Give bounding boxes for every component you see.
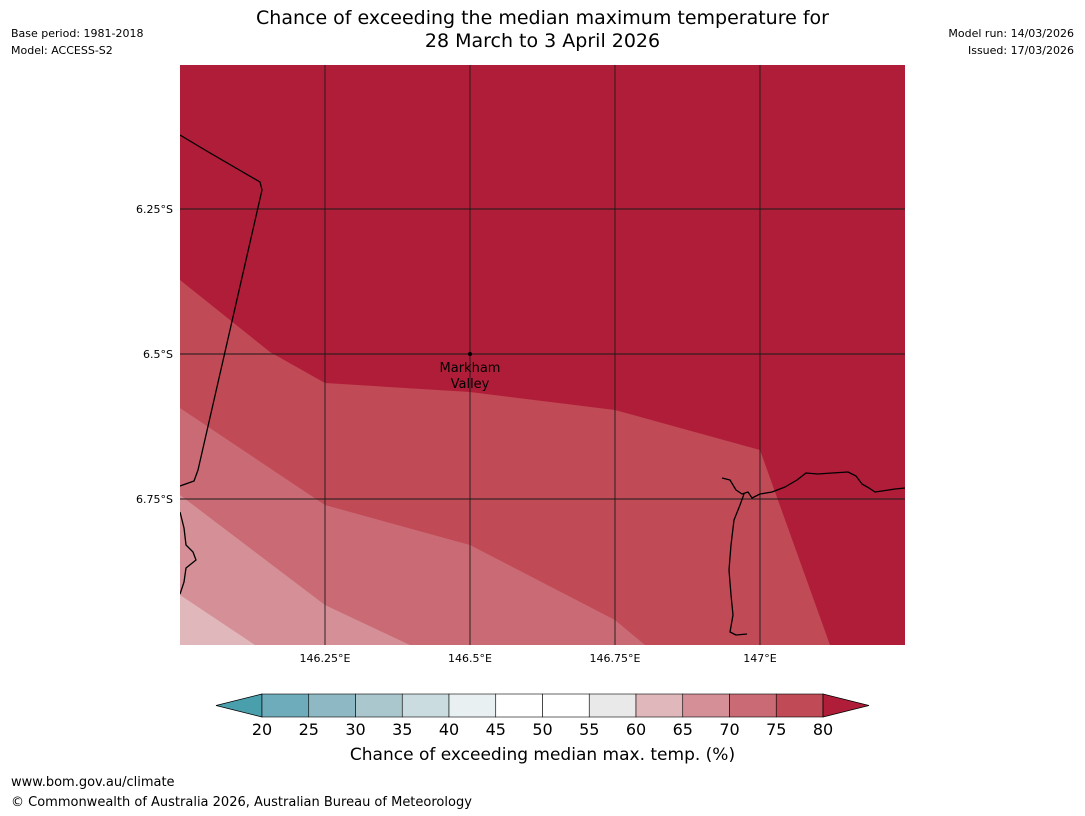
colorbar-tick-label: 40 [438, 720, 460, 739]
colorbar-tick-label: 20 [251, 720, 273, 739]
colorbar-segment [729, 693, 777, 718]
colorbar-segment [542, 693, 590, 718]
lon-label: 146.25°E [300, 652, 351, 665]
colorbar-tick-label: 80 [812, 720, 834, 739]
colorbar-segment [775, 693, 824, 718]
footer-copyright: © Commonwealth of Australia 2026, Austra… [11, 795, 472, 810]
graticule [180, 65, 905, 645]
title-line-2: 28 March to 3 April 2026 [424, 30, 661, 52]
lon-label: 146.5°E [448, 652, 492, 665]
colorbar-tick-label: 60 [625, 720, 647, 739]
model-name: Model: ACCESS-S2 [11, 44, 113, 57]
lat-label: 6.5°S [143, 348, 173, 361]
lon-label: 147°E [743, 652, 776, 665]
river-line [728, 493, 748, 636]
colorbar-tick-label: 45 [485, 720, 506, 739]
colorbar-tick-label: 30 [345, 720, 366, 739]
place-name-line-1: Markham [440, 361, 501, 376]
colorbar-tick-label: 35 [392, 720, 413, 739]
coastline-west [180, 511, 197, 595]
map-title: Chance of exceeding the median maximum t… [0, 7, 1085, 53]
meta-left: Base period: 1981-2018 Model: ACCESS-S2 [11, 25, 143, 59]
place-markham-valley: Markham Valley [440, 352, 501, 392]
colorbar-tick-label: 55 [579, 720, 600, 739]
meta-right: Model run: 14/03/2026 Issued: 17/03/2026 [948, 25, 1074, 59]
lon-axis-labels: 146.25°E 146.5°E 146.75°E 147°E [300, 652, 777, 665]
base-period: Base period: 1981-2018 [11, 27, 144, 40]
coastline-east [721, 471, 905, 499]
place-name-line-2: Valley [451, 377, 490, 392]
colorbar-tick-label: 70 [719, 720, 740, 739]
colorbar-segment [355, 693, 403, 718]
issued-date: Issued: 17/03/2026 [967, 44, 1074, 57]
map-area: Markham Valley [180, 65, 905, 645]
colorbar-segment [495, 693, 543, 718]
colorbar-segment [261, 693, 310, 718]
colorbar-tick-label: 75 [766, 720, 787, 739]
lat-label: 6.25°S [136, 203, 173, 216]
boundary-line [180, 134, 263, 487]
colorbar-segment [635, 693, 684, 718]
colorbar-segment [588, 693, 637, 718]
place-marker [468, 352, 472, 356]
coastlines [180, 134, 905, 636]
colorbar-segment [308, 693, 356, 718]
zone-80-plus [180, 65, 905, 645]
lat-axis-labels: 6.25°S 6.5°S 6.75°S [136, 203, 173, 506]
footer-url: www.bom.gov.au/climate [11, 775, 175, 790]
colorbar-extend-low [215, 693, 263, 718]
colorbar-segment [448, 693, 497, 718]
colorbar-segment [401, 693, 450, 718]
colorbar-segment [682, 693, 730, 718]
model-run: Model run: 14/03/2026 [948, 27, 1074, 40]
colorbar-extend-high [822, 693, 870, 718]
lat-label: 6.75°S [136, 493, 173, 506]
colorbar-tick-label: 25 [298, 720, 319, 739]
colorbar [215, 693, 870, 718]
colorbar-tick-label: 50 [532, 720, 553, 739]
colorbar-tick-label: 65 [672, 720, 693, 739]
title-line-1: Chance of exceeding the median maximum t… [256, 7, 829, 29]
colorbar-title: Chance of exceeding median max. temp. (%… [349, 745, 736, 765]
lon-label: 146.75°E [590, 652, 641, 665]
